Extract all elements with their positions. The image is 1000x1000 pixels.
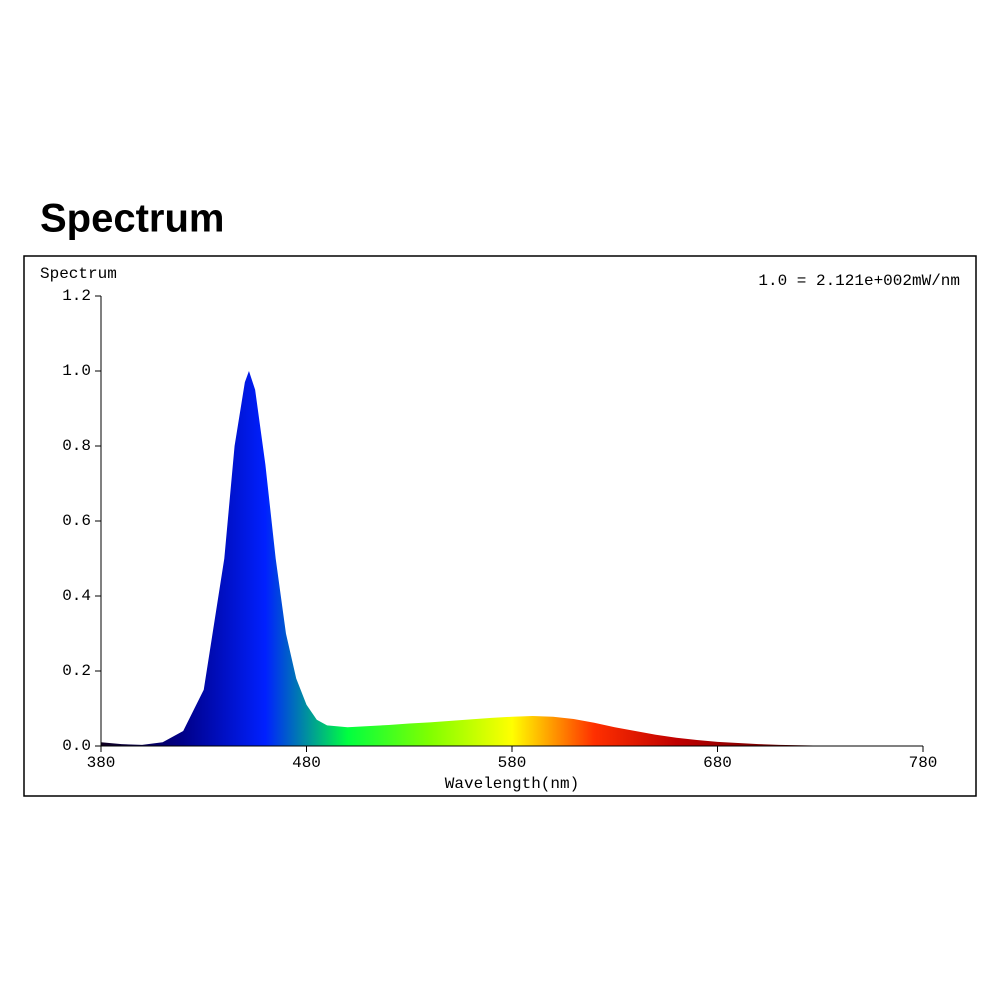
x-tick-label: 380 [87, 754, 116, 772]
y-tick-label: 0.2 [62, 662, 91, 680]
y-axis-label: Spectrum [40, 265, 117, 283]
x-tick-label: 780 [909, 754, 938, 772]
y-tick-label: 1.0 [62, 362, 91, 380]
x-axis-label: Wavelength(nm) [445, 775, 579, 793]
y-tick-label: 1.2 [62, 287, 91, 305]
y-tick-label: 0.6 [62, 512, 91, 530]
y-tick-label: 0.4 [62, 587, 91, 605]
x-tick-label: 480 [292, 754, 321, 772]
annotation: 1.0 = 2.121e+002mW/nm [758, 272, 960, 290]
x-tick-label: 680 [703, 754, 732, 772]
spectrum-area [101, 371, 923, 746]
page-title: Spectrum [40, 197, 225, 241]
y-tick-label: 0.0 [62, 737, 91, 755]
chart-frame [23, 255, 977, 797]
y-tick-label: 0.8 [62, 437, 91, 455]
x-tick-label: 580 [498, 754, 527, 772]
